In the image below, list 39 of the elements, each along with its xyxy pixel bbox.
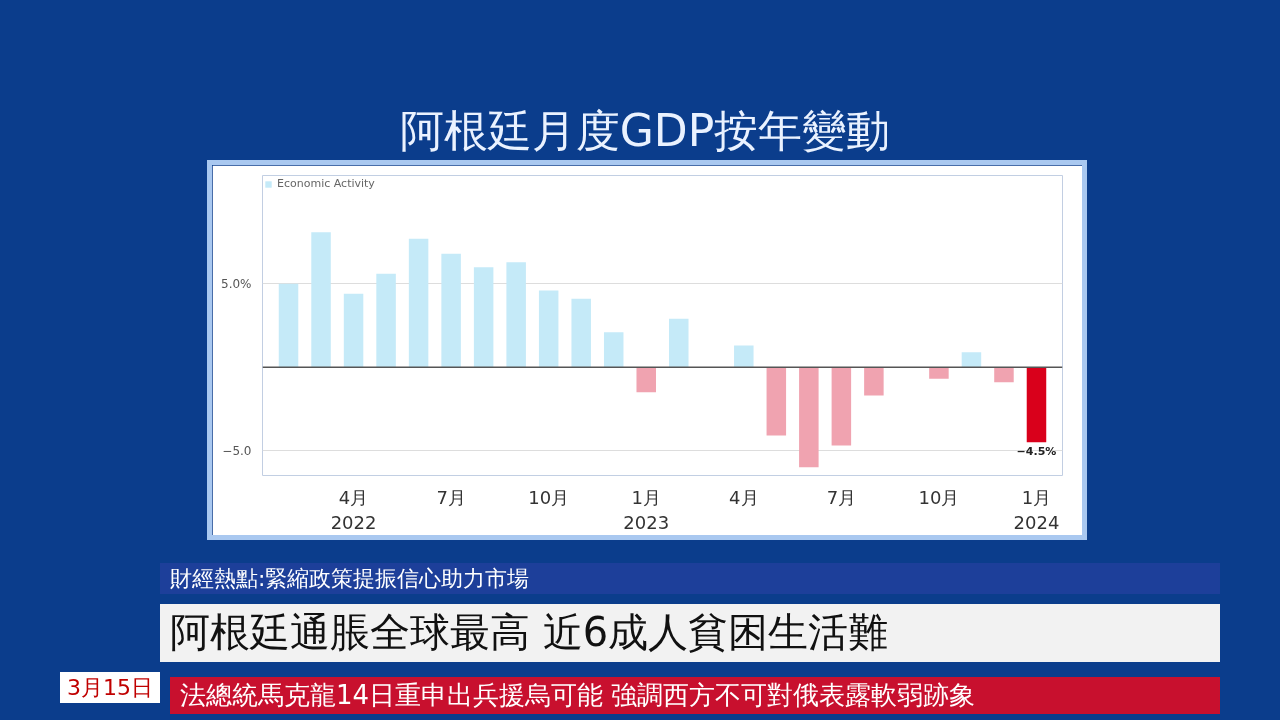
x-tick-label: 10月 — [528, 486, 570, 508]
bar — [734, 345, 754, 368]
y-tick-label: −5.0 — [222, 443, 252, 458]
bar — [994, 367, 1014, 383]
bar — [343, 293, 364, 368]
x-tick-label: 10月 — [918, 486, 960, 508]
text: 法總統馬克龍14日重申出兵援烏可能 強調西方不可對俄表露軟弱跡象 — [180, 679, 976, 712]
bar — [311, 232, 331, 368]
data-label: −4.5% — [1016, 445, 1057, 459]
text: 3月15日 — [67, 673, 153, 702]
bar — [441, 253, 461, 368]
text: 阿根廷通脹全球最高 近6成人貧困生活難 — [170, 608, 889, 658]
bar — [669, 318, 689, 368]
bar — [473, 267, 494, 368]
y-tick-label: 5.0% — [221, 276, 252, 291]
bar — [571, 298, 591, 368]
text: 財經熱點:緊縮政策提振信心助力市場 — [170, 565, 530, 593]
bar — [603, 332, 624, 368]
legend-label: Economic Activity — [277, 177, 375, 190]
bar — [506, 262, 526, 368]
bar — [376, 273, 396, 368]
bar — [278, 283, 299, 368]
bar — [766, 367, 787, 436]
x-tick-label: 1月 2024 — [1013, 486, 1060, 533]
bar — [831, 367, 852, 446]
bar — [1026, 367, 1047, 443]
x-tick-label: 7月 — [826, 486, 857, 508]
x-tick-label: 4月 2022 — [330, 486, 377, 533]
x-tick-label: 1月 2023 — [623, 486, 670, 533]
bar — [961, 352, 982, 368]
bar — [929, 367, 949, 379]
chart-title: 阿根廷月度GDP按年變動 — [399, 104, 891, 158]
bar — [636, 367, 656, 393]
x-tick-label: 7月 — [436, 486, 466, 508]
bar — [799, 367, 819, 468]
bar — [408, 238, 429, 368]
x-tick-label: 4月 — [729, 486, 759, 508]
bar — [538, 290, 559, 368]
bar — [864, 367, 884, 396]
